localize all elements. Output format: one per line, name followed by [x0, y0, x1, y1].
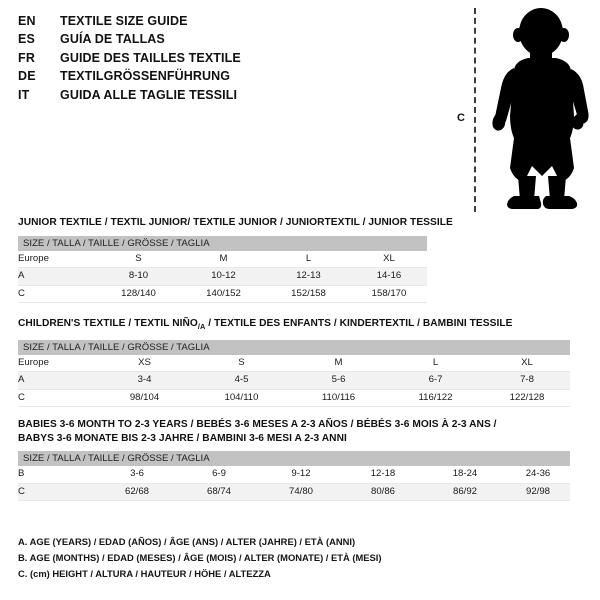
language-code: ES: [18, 32, 36, 47]
section-title: BABIES 3-6 MONTH TO 2-3 YEARS / BEBÉS 3-…: [18, 418, 570, 445]
row-label: Europe: [18, 354, 96, 373]
language-code: EN: [18, 14, 36, 28]
table-cell: 3-6: [96, 466, 178, 484]
language-code: DE: [18, 69, 36, 84]
language-title: TEXTILE SIZE GUIDE: [60, 14, 188, 28]
table-row: A 8-10 10-12 12-13 14-16: [18, 267, 427, 286]
table-cell: 5-6: [290, 371, 387, 390]
table-cell: XL: [351, 250, 427, 268]
section-title: CHILDREN'S TEXTILE / TEXTIL NIÑO/A / TEX…: [18, 317, 570, 334]
section-title-line1: BABIES 3-6 MONTH TO 2-3 YEARS / BEBÉS 3-…: [18, 419, 497, 430]
language-row-en: EN TEXTILE SIZE GUIDE: [18, 14, 418, 32]
table-cell: 128/140: [96, 285, 181, 303]
size-bar-label: SIZE / TALLA / TAILLE / GRÖSSE / TAGLIA: [18, 339, 570, 355]
language-title: GUIDE DES TAILLES TEXTILE: [60, 50, 241, 65]
table-cell: 116/122: [387, 389, 484, 408]
table-cell: 8-10: [96, 267, 181, 286]
babies-size-table: SIZE / TALLA / TAILLE / GRÖSSE / TAGLIA …: [18, 451, 570, 501]
language-row-it: IT GUIDA ALLE TAGLIE TESSILI: [18, 88, 418, 106]
section-babies-textile: BABIES 3-6 MONTH TO 2-3 YEARS / BEBÉS 3-…: [18, 418, 570, 501]
table-cell: 98/104: [96, 389, 193, 408]
row-label: B: [18, 466, 96, 484]
language-header-block: EN TEXTILE SIZE GUIDE ES GUÍA DE TALLAS …: [18, 14, 418, 106]
table-cell: 104/110: [193, 389, 290, 408]
size-bar-label: SIZE / TALLA / TAILLE / GRÖSSE / TAGLIA: [18, 235, 427, 251]
table-cell: 10-12: [181, 267, 266, 286]
table-cell: 92/98: [506, 483, 570, 501]
table-cell: 86/92: [424, 483, 506, 501]
language-row-es: ES GUÍA DE TALLAS: [18, 32, 418, 50]
table-cell: 3-4: [96, 371, 193, 390]
language-title: GUÍA DE TALLAS: [60, 32, 165, 47]
table-cell: 14-16: [351, 267, 427, 286]
table-row: C 98/104 104/110 110/116 116/122 122/128: [18, 389, 570, 408]
table-cell: L: [266, 250, 351, 268]
language-title: TEXTILGRÖSSENFÜHRUNG: [60, 69, 231, 84]
table-cell: 158/170: [351, 285, 427, 303]
table-cell: XS: [96, 354, 193, 373]
table-cell: M: [290, 354, 387, 373]
table-row: Europe XS S M L XL: [18, 354, 570, 373]
row-label: Europe: [18, 250, 96, 268]
table-cell: 6-9: [178, 466, 260, 484]
row-label: A: [18, 371, 96, 390]
row-label: A: [18, 267, 96, 286]
table-cell: 6-7: [387, 371, 484, 390]
legend-line-b: B. AGE (MONTHS) / EDAD (MESES) / ÂGE (MO…: [18, 552, 382, 563]
table-cell: 7-8: [484, 371, 570, 390]
section-title-subscript: /A: [197, 322, 206, 332]
section-title: JUNIOR TEXTILE / TEXTIL JUNIOR/ TEXTILE …: [18, 217, 453, 228]
table-cell: 80/86: [342, 483, 424, 501]
language-row-fr: FR GUIDE DES TAILLES TEXTILE: [18, 51, 418, 69]
legend-line-c: C. (cm) HEIGHT / ALTURA / HAUTEUR / HÖHE…: [18, 568, 271, 579]
legend-line-a: A. AGE (YEARS) / EDAD (AÑOS) / ÂGE (ANS)…: [18, 536, 356, 547]
language-code: IT: [18, 87, 30, 102]
table-row: C 62/68 68/74 74/80 80/86 86/92 92/98: [18, 483, 570, 501]
table-cell: 12-18: [342, 466, 424, 484]
table-cell: 122/128: [484, 389, 570, 408]
row-label: C: [18, 483, 96, 501]
section-junior-textile: JUNIOR TEXTILE / TEXTIL JUNIOR/ TEXTILE …: [18, 216, 453, 303]
table-cell: 110/116: [290, 389, 387, 408]
row-label: C: [18, 389, 96, 408]
section-title-post: / TEXTILE DES ENFANTS / KINDERTEXTIL / B…: [205, 318, 513, 329]
height-measure-label: C: [457, 112, 465, 124]
junior-size-table: SIZE / TALLA / TAILLE / GRÖSSE / TAGLIA …: [18, 235, 427, 304]
legend-footer: A. AGE (YEARS) / EDAD (AÑOS) / ÂGE (ANS)…: [18, 534, 382, 582]
table-size-header-bar: SIZE / TALLA / TAILLE / GRÖSSE / TAGLIA: [18, 451, 570, 466]
table-cell: XL: [484, 354, 570, 373]
table-size-header-bar: SIZE / TALLA / TAILLE / GRÖSSE / TAGLIA: [18, 235, 427, 251]
table-row: Europe S M L XL: [18, 250, 427, 268]
table-row: C 128/140 140/152 152/158 158/170: [18, 285, 427, 303]
table-cell: L: [387, 354, 484, 373]
language-title: GUIDA ALLE TAGLIE TESSILI: [60, 87, 238, 102]
table-cell: 24-36: [506, 466, 570, 484]
table-cell: 18-24: [424, 466, 506, 484]
children-size-table: SIZE / TALLA / TAILLE / GRÖSSE / TAGLIA …: [18, 339, 570, 408]
table-row: B 3-6 6-9 9-12 12-18 18-24 24-36: [18, 466, 570, 484]
table-cell: 9-12: [260, 466, 342, 484]
section-title-line2: BABYS 3-6 MONATE BIS 2-3 JAHRE / BAMBINI…: [18, 432, 347, 444]
table-cell: S: [193, 354, 290, 373]
table-cell: 152/158: [266, 285, 351, 303]
row-label: C: [18, 285, 96, 303]
height-figure-block: C: [440, 4, 600, 216]
table-size-header-bar: SIZE / TALLA / TAILLE / GRÖSSE / TAGLIA: [18, 339, 570, 355]
table-cell: S: [96, 250, 181, 268]
section-childrens-textile: CHILDREN'S TEXTILE / TEXTIL NIÑO/A / TEX…: [18, 317, 570, 408]
table-cell: M: [181, 250, 266, 268]
table-cell: 140/152: [181, 285, 266, 303]
height-measure-dashed-line: [474, 8, 476, 212]
size-bar-label: SIZE / TALLA / TAILLE / GRÖSSE / TAGLIA: [18, 451, 570, 466]
table-cell: 68/74: [178, 483, 260, 501]
table-cell: 12-13: [266, 267, 351, 286]
section-title-pre: CHILDREN'S TEXTILE / TEXTIL NIÑO: [18, 318, 198, 329]
table-cell: 4-5: [193, 371, 290, 390]
toddler-silhouette-icon: [492, 8, 589, 209]
table-cell: 74/80: [260, 483, 342, 501]
table-row: A 3-4 4-5 5-6 6-7 7-8: [18, 371, 570, 390]
language-code: FR: [18, 50, 36, 65]
language-row-de: DE TEXTILGRÖSSENFÜHRUNG: [18, 69, 418, 87]
table-cell: 62/68: [96, 483, 178, 501]
